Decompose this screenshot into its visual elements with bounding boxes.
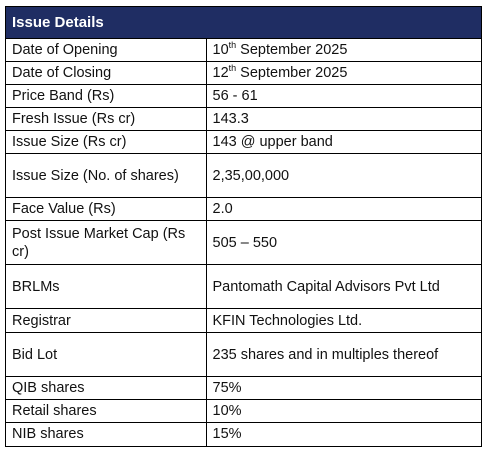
row-value: 75% [205, 376, 481, 400]
row-value: 143.3 [205, 107, 481, 131]
row-label: Registrar [6, 308, 207, 333]
row-value: Pantomath Capital Advisors Pvt Ltd [205, 264, 481, 309]
row-value: 15% [205, 422, 481, 446]
row-value: 505 – 550 [205, 220, 481, 265]
row-value: 12th September 2025 [205, 61, 481, 85]
row-value: 143 @ upper band [205, 130, 481, 154]
table-row-registrar: Registrar KFIN Technologies Ltd. [6, 308, 481, 333]
table-row-date-of-opening: Date of Opening 10th September 2025 [6, 39, 481, 62]
row-value: 2.0 [205, 197, 481, 221]
row-label: Date of Opening [6, 39, 207, 62]
row-value: 10% [205, 399, 481, 423]
row-value: KFIN Technologies Ltd. [205, 308, 481, 333]
table-row-bid-lot: Bid Lot 235 shares and in multiples ther… [6, 332, 481, 377]
row-label: Date of Closing [6, 61, 207, 85]
row-label: NIB shares [6, 422, 207, 446]
table-row-issue-size-shares: Issue Size (No. of shares) 2,35,00,000 [6, 153, 481, 198]
table-row-date-of-closing: Date of Closing 12th September 2025 [6, 61, 481, 85]
row-value: 2,35,00,000 [205, 153, 481, 198]
row-label: Issue Size (Rs cr) [6, 130, 207, 154]
row-label: BRLMs [6, 264, 207, 309]
row-value: 56 - 61 [205, 84, 481, 108]
row-label: Face Value (Rs) [6, 197, 207, 221]
table-row-post-issue-market-cap: Post Issue Market Cap (Rs cr) 505 – 550 [6, 220, 481, 265]
row-label: Retail shares [6, 399, 207, 423]
table-row-brlms: BRLMs Pantomath Capital Advisors Pvt Ltd [6, 264, 481, 309]
issue-details-table-card: Issue Details Date of Opening 10th Septe… [5, 6, 482, 447]
table-row-issue-size-rs: Issue Size (Rs cr) 143 @ upper band [6, 130, 481, 154]
table-row-qib-shares: QIB shares 75% [6, 376, 481, 400]
table-row-fresh-issue: Fresh Issue (Rs cr) 143.3 [6, 107, 481, 131]
row-label: Bid Lot [6, 332, 207, 377]
table-row-price-band: Price Band (Rs) 56 - 61 [6, 84, 481, 108]
row-label: Issue Size (No. of shares) [6, 153, 207, 198]
table-row-retail-shares: Retail shares 10% [6, 399, 481, 423]
row-label: Fresh Issue (Rs cr) [6, 107, 207, 131]
row-label: QIB shares [6, 376, 207, 400]
table-row-nib-shares: NIB shares 15% [6, 422, 481, 446]
row-value: 235 shares and in multiples thereof [205, 332, 481, 377]
row-label: Price Band (Rs) [6, 84, 207, 108]
issue-details-header: Issue Details [6, 7, 481, 39]
row-value: 10th September 2025 [205, 39, 481, 62]
row-label: Post Issue Market Cap (Rs cr) [6, 220, 207, 265]
issue-details-table: Date of Opening 10th September 2025 Date… [6, 39, 481, 446]
table-row-face-value: Face Value (Rs) 2.0 [6, 197, 481, 221]
